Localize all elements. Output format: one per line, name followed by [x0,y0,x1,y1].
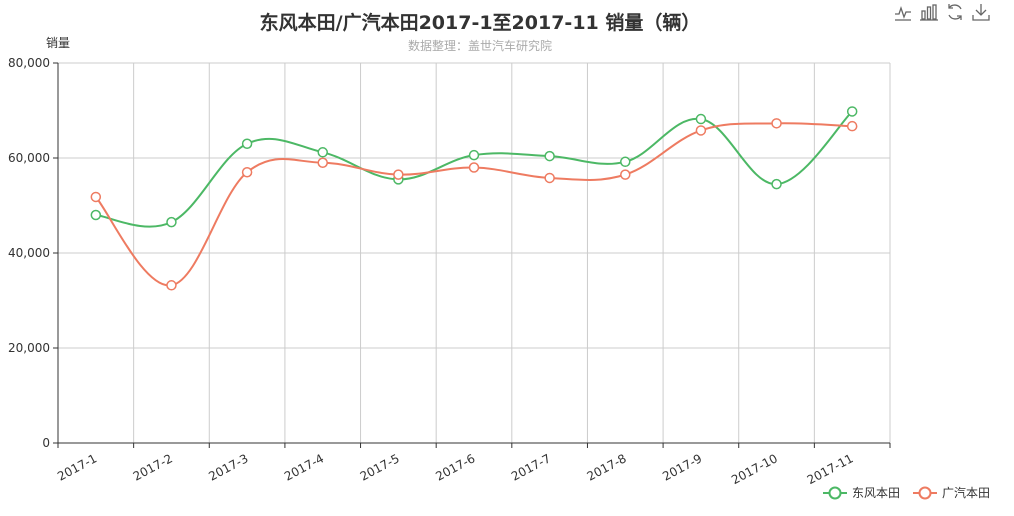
grid-layer [58,62,891,443]
x-tick-label: 2017-8 [585,451,629,483]
y-tick-label: 20,000 [8,341,50,355]
data-point-series-2[interactable] [393,169,404,180]
data-point-series-1[interactable] [90,209,102,221]
series-layer [90,106,858,291]
y-tick-label: 40,000 [8,246,50,260]
x-tick-label: 2017-10 [729,451,780,487]
legend-label: 东风本田 [852,486,901,500]
data-point-series-1[interactable] [846,106,858,117]
x-tick-label: 2017-3 [206,451,250,483]
x-tick-label: 2017-2 [131,451,175,483]
chart-subtitle: 数据整理：盖世汽车研究院 [407,39,552,53]
data-point-series-2[interactable] [241,167,253,178]
data-point-series-2[interactable] [90,191,102,203]
line-chart-icon[interactable] [893,2,913,22]
x-tick-label: 2017-9 [660,451,704,483]
legend-label: 广汽本田 [942,486,991,500]
data-point-series-1[interactable] [695,113,707,125]
legend-item-dongfeng-honda[interactable]: 东风本田 [822,484,900,501]
x-tick-label: 2017-6 [433,451,477,483]
data-point-series-2[interactable] [166,280,177,291]
x-tick-label: 2017-11 [805,451,856,487]
data-point-series-2[interactable] [544,172,555,184]
chart-title: 东风本田/广汽本田2017-1至2017-11 销量（辆） [259,12,701,34]
y-tick-label: 60,000 [8,151,50,165]
legend: 东风本田 广汽本田 [822,484,990,501]
y-axis-label: 销量 [46,36,70,50]
data-point-series-2[interactable] [695,125,707,136]
x-tick-label: 2017-5 [358,451,402,483]
data-point-series-2[interactable] [620,169,631,180]
data-point-series-1[interactable] [544,150,555,162]
data-point-series-2[interactable] [846,120,858,132]
restore-icon[interactable] [945,2,965,22]
data-point-series-2[interactable] [771,118,782,129]
legend-marker-icon [823,486,847,499]
download-icon[interactable] [971,2,991,22]
data-point-series-1[interactable] [620,156,631,168]
y-tick-label: 0 [42,436,50,450]
data-point-series-2[interactable] [317,157,328,168]
toolbox [893,2,991,22]
data-point-series-1[interactable] [771,178,782,190]
y-tick-label: 80,000 [8,56,50,70]
x-tick-label: 2017-1 [55,451,99,483]
data-point-series-2[interactable] [468,162,480,173]
x-tick-label: 2017-7 [509,451,553,483]
data-point-series-1[interactable] [317,147,328,158]
x-tick-label: 2017-4 [282,451,326,483]
bar-chart-icon[interactable] [919,2,939,22]
axis-layer: 0 20,000 40,000 60,000 80,000 2017-1 2017-2 201… [8,56,891,487]
data-point-series-1[interactable] [241,138,253,149]
series-line-2 [95,122,853,287]
legend-item-gac-honda[interactable]: 广汽本田 [912,484,990,501]
data-point-series-1[interactable] [166,216,177,228]
legend-marker-icon [913,486,938,499]
data-point-series-1[interactable] [468,149,480,161]
